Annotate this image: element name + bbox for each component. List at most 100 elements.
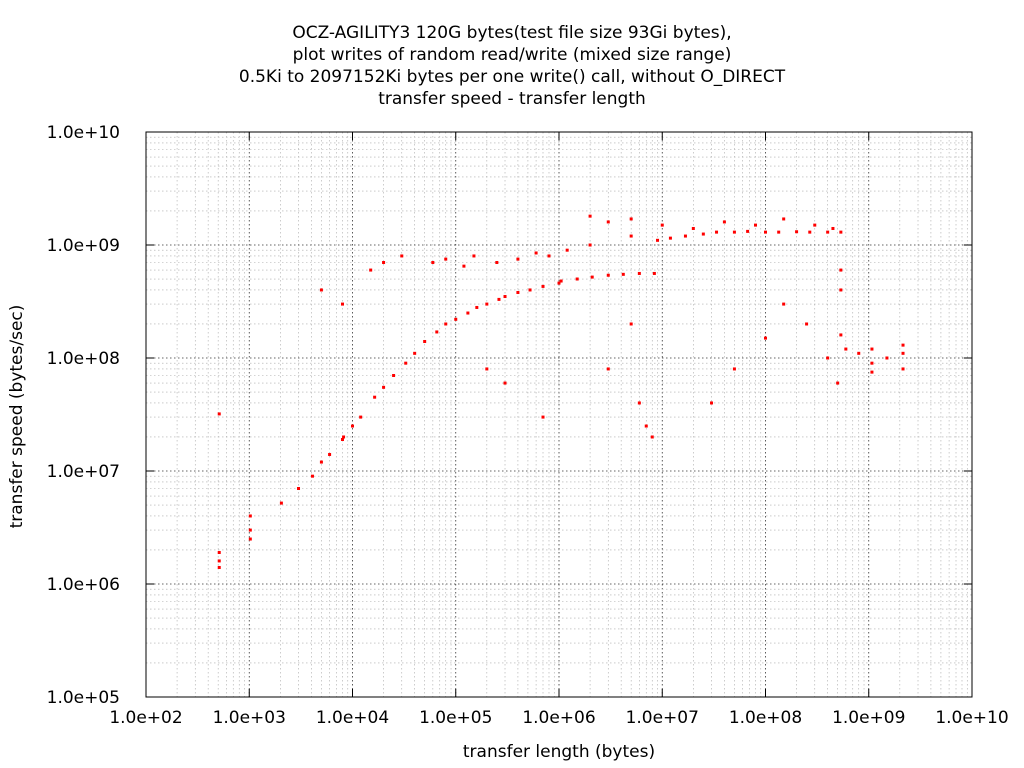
data-point — [413, 351, 417, 355]
data-point — [901, 343, 905, 347]
data-point — [606, 220, 610, 224]
data-point — [753, 223, 757, 227]
data-point — [359, 415, 363, 419]
data-point — [503, 381, 507, 385]
data-point — [248, 528, 252, 532]
data-point — [650, 435, 654, 439]
data-point — [559, 279, 563, 283]
data-point — [444, 322, 448, 326]
data-point — [660, 223, 664, 227]
data-point — [279, 501, 283, 505]
x-tick-label: 1.0e+06 — [522, 708, 595, 728]
data-point — [217, 551, 221, 555]
data-point — [369, 268, 373, 272]
data-point — [652, 271, 656, 275]
data-point — [382, 261, 386, 265]
y-tick-label: 1.0e+10 — [47, 123, 120, 143]
data-point — [606, 367, 610, 371]
data-point — [732, 367, 736, 371]
data-point — [466, 311, 470, 315]
data-point — [297, 487, 301, 491]
data-point — [857, 351, 861, 355]
y-tick-label: 1.0e+06 — [47, 575, 120, 595]
data-point — [606, 273, 610, 277]
data-point — [629, 322, 633, 326]
data-point — [777, 230, 781, 234]
data-point — [534, 251, 538, 255]
data-point — [764, 230, 767, 234]
data-point — [528, 288, 532, 292]
data-point — [782, 302, 786, 306]
data-point — [444, 257, 448, 261]
data-point — [435, 330, 439, 334]
chart-title-line: 0.5Ki to 2097152Ki bytes per one write()… — [239, 67, 786, 87]
data-point — [373, 395, 377, 399]
data-point — [485, 367, 489, 371]
data-point — [516, 257, 520, 261]
data-point — [328, 452, 332, 456]
data-point — [588, 214, 592, 218]
data-point — [454, 317, 458, 321]
data-point — [839, 333, 843, 337]
data-point — [715, 230, 719, 234]
x-tick-label: 1.0e+07 — [626, 708, 699, 728]
chart-title-line: OCZ-AGILITY3 120G bytes(test file size 9… — [292, 23, 731, 43]
data-point — [732, 230, 736, 234]
data-point — [217, 565, 221, 569]
data-point — [870, 370, 874, 374]
x-axis-ticks: 1.0e+02 1.0e+03 1.0e+04 1.0e+05 1.0e+06 1.0e+… — [109, 132, 1009, 728]
data-point — [319, 288, 323, 292]
x-tick-label: 1.0e+08 — [729, 708, 802, 728]
data-point — [575, 277, 579, 281]
data-point — [217, 412, 221, 416]
data-point — [668, 236, 672, 240]
data-point — [541, 415, 545, 419]
data-point — [782, 217, 786, 221]
data-point — [351, 424, 354, 428]
data-point — [629, 234, 633, 238]
data-point — [340, 302, 344, 306]
data-point — [795, 230, 799, 234]
data-point — [805, 322, 809, 326]
data-point — [826, 230, 830, 234]
x-tick-label: 1.0e+04 — [316, 708, 389, 728]
data-point — [683, 234, 687, 238]
chart-title: OCZ-AGILITY3 120G bytes(test file size 9… — [239, 23, 786, 109]
data-point — [701, 232, 705, 236]
y-tick-label: 1.0e+08 — [47, 349, 120, 369]
y-axis-label: transfer speed (bytes/sec) — [7, 305, 27, 529]
data-point — [901, 367, 905, 371]
data-point — [248, 514, 252, 518]
data-point — [839, 230, 843, 234]
data-point — [870, 347, 874, 351]
data-point — [644, 424, 648, 428]
data-point — [710, 401, 714, 405]
data-point — [621, 272, 625, 276]
chart-title-line: plot writes of random read/write (mixed … — [293, 45, 732, 65]
data-point — [248, 537, 252, 541]
data-point — [836, 381, 840, 385]
data-point — [901, 351, 905, 355]
data-point — [319, 460, 323, 464]
x-tick-label: 1.0e+03 — [213, 708, 286, 728]
data-point — [495, 261, 499, 265]
data-point — [637, 401, 641, 405]
data-point — [497, 297, 501, 301]
y-axis-ticks: 1.0e+05 1.0e+06 1.0e+07 1.0e+08 1.0e+09 1.0e+… — [47, 123, 972, 708]
data-point — [808, 230, 812, 234]
data-point — [588, 243, 592, 247]
data-point — [404, 361, 408, 365]
data-point — [764, 336, 767, 340]
data-point — [870, 361, 874, 365]
data-point — [557, 281, 561, 285]
data-point — [310, 474, 314, 478]
data-point — [516, 290, 520, 294]
x-tick-label: 1.0e+05 — [419, 708, 492, 728]
data-point — [462, 264, 466, 268]
y-tick-label: 1.0e+05 — [47, 688, 120, 708]
x-tick-label: 1.0e+10 — [935, 708, 1008, 728]
data-point — [472, 254, 476, 258]
data-point — [722, 220, 726, 224]
data-point — [637, 271, 641, 275]
